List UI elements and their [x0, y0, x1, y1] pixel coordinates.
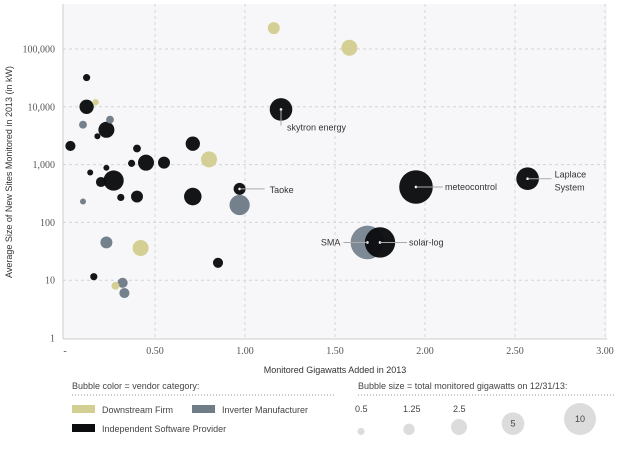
bubble-point: [111, 281, 120, 290]
x-tick-label: -: [63, 346, 66, 357]
y-tick-label: 1: [50, 334, 55, 345]
size-legend-label: 0.5: [355, 404, 368, 414]
bubble-point: [119, 287, 130, 299]
x-tick-label: 2.50: [506, 346, 524, 357]
size-legend-label: 10: [575, 414, 585, 424]
y-tick-label: 100: [40, 218, 55, 229]
y-axis-label: Average Size of New Sites Monitored in 2…: [4, 66, 14, 278]
legend-label: Independent Software Provider: [102, 424, 226, 434]
legend-swatch: [72, 405, 95, 413]
bubble-point: [95, 176, 107, 188]
size-legend-bubble: [451, 419, 467, 435]
bubble-point: [201, 151, 217, 168]
bubble-point: [133, 144, 141, 153]
size-legend-title: Bubble size = total monitored gigawatts …: [358, 381, 567, 391]
annotation-sma: SMA: [321, 237, 341, 247]
size-legend-bubble: [564, 403, 596, 435]
size-legend-label: 5: [510, 419, 515, 429]
bubble-point: [98, 121, 115, 138]
y-tick-label: 10,000: [28, 102, 56, 113]
bubble-point: [79, 120, 87, 129]
color-legend-title: Bubble color = vendor category:: [72, 381, 199, 391]
legend-label: Downstream Firm: [102, 405, 173, 415]
bubble-point: [79, 99, 94, 114]
bubble-point: [132, 240, 149, 257]
bubble-point: [229, 194, 250, 216]
bubble-center-dot: [366, 241, 369, 244]
annotation-meteocontrol: meteocontrol: [445, 182, 497, 192]
y-tick-label: 10: [45, 276, 55, 287]
bubble-point: [80, 198, 86, 205]
bubble-point: [131, 190, 143, 203]
bubble-point: [117, 193, 125, 202]
bubble-point: [267, 22, 280, 35]
x-tick-label: 1.00: [236, 346, 254, 357]
bubble-point: [87, 169, 94, 176]
legend-label: Inverter Manufacturer: [222, 405, 308, 415]
x-tick-label: 2.00: [416, 346, 434, 357]
bubble-point: [185, 136, 200, 151]
annotation-skytron-energy: skytron energy: [287, 122, 347, 132]
bubble-point: [83, 74, 91, 82]
bubble-point: [100, 236, 113, 249]
x-tick-label: 3.00: [596, 346, 614, 357]
size-legend-label: 2.5: [453, 404, 466, 414]
annotation-laplace-system: Laplace System: [555, 170, 587, 193]
bubble-point: [117, 277, 128, 288]
bubble-point: [106, 115, 114, 124]
bubble-point: [212, 257, 224, 268]
size-legend-bubble: [357, 427, 365, 436]
annotation-taoke: Taoke: [270, 185, 294, 195]
bubble-point: [90, 273, 98, 281]
legend-swatch: [192, 405, 215, 413]
bubble-point: [103, 164, 110, 171]
size-legend-bubble: [403, 423, 415, 435]
bubble-point: [128, 159, 136, 167]
annotation-solar-log: solar-log: [409, 237, 444, 247]
bubble-center-dot: [279, 108, 283, 111]
bubble-point: [65, 140, 76, 152]
legend-swatch: [72, 424, 95, 432]
x-tick-label: 1.50: [326, 346, 344, 357]
annotation-line: Laplace: [555, 170, 587, 180]
bubble-point: [158, 156, 170, 169]
size-legend-bubble: [501, 412, 525, 435]
bubble-point: [103, 170, 124, 191]
bubble-point: [94, 133, 101, 140]
y-tick-label: 100,000: [23, 45, 56, 56]
bubble-point: [138, 154, 154, 171]
y-tick-label: 1,000: [33, 160, 56, 171]
x-axis-label: Monitored Gigawatts Added in 2013: [264, 365, 407, 375]
bubble-point: [92, 99, 99, 106]
bubble-point: [184, 187, 202, 206]
x-tick-label: 0.50: [146, 346, 164, 357]
size-legend-label: 1.25: [403, 404, 421, 414]
annotation-line: System: [555, 183, 585, 193]
bubble-point: [341, 39, 358, 56]
